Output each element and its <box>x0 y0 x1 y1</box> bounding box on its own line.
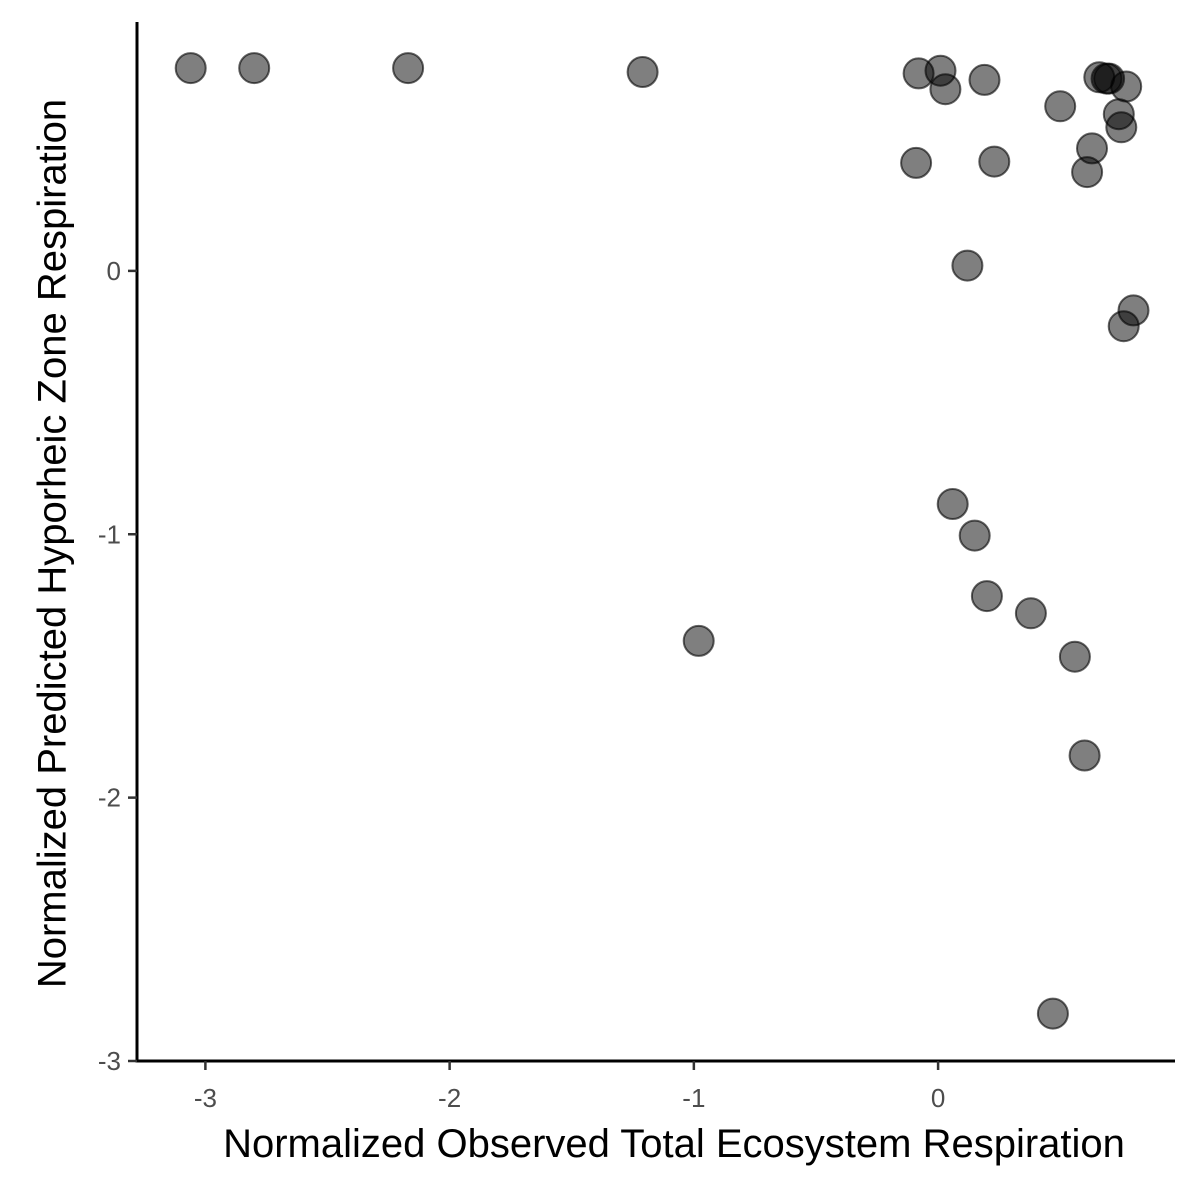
x-tick-label: -3 <box>194 1083 217 1113</box>
data-point <box>958 519 991 552</box>
y-tick-label: -1 <box>98 519 121 549</box>
y-tick-label: -2 <box>98 783 121 813</box>
y-tick-label: -3 <box>98 1046 121 1076</box>
data-point <box>626 56 659 88</box>
y-axis-title: Normalized Predicted Hyporheic Zone Resp… <box>31 99 75 988</box>
y-axis-ticks: -3 -2 -1 0 <box>98 256 137 1076</box>
data-point <box>929 73 962 106</box>
data-point <box>682 624 715 657</box>
x-axis-ticks: -3 -2 -1 0 <box>194 1061 945 1113</box>
x-tick-label: 0 <box>931 1083 945 1113</box>
data-point <box>174 52 207 85</box>
data-point <box>1014 597 1047 630</box>
data-point <box>978 145 1011 178</box>
data-point <box>1068 739 1101 772</box>
data-point <box>900 146 933 179</box>
data-point <box>1036 997 1069 1030</box>
data-point <box>1071 156 1104 189</box>
axes-layer <box>135 22 1175 1063</box>
data-point <box>970 580 1003 613</box>
data-point <box>1058 640 1091 673</box>
x-tick-label: -1 <box>682 1083 705 1113</box>
data-point <box>1044 90 1077 123</box>
y-tick-label: 0 <box>107 256 121 286</box>
data-point <box>936 488 969 520</box>
data-point <box>1105 111 1138 144</box>
data-point <box>1107 310 1140 343</box>
data-point <box>951 249 984 282</box>
data-point <box>968 63 1001 96</box>
axis-lines <box>135 22 1175 1063</box>
data-point <box>1110 70 1143 103</box>
points-layer <box>174 52 1150 1030</box>
x-axis-title: Normalized Observed Total Ecosystem Resp… <box>223 1122 1125 1166</box>
data-point <box>392 52 425 85</box>
x-tick-label: -2 <box>438 1083 461 1113</box>
data-point <box>238 52 271 85</box>
